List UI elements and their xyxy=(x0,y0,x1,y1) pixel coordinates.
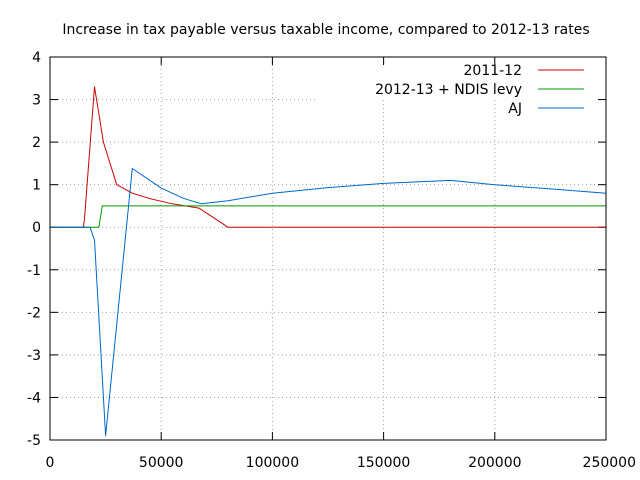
x-tick-label: 150000 xyxy=(357,455,410,471)
x-axis: 0 50000 100000 150000 200000 250000 xyxy=(46,57,636,471)
series-line-1 xyxy=(50,205,606,228)
y-tick-label: 1 xyxy=(32,178,41,194)
x-tick-label: 100000 xyxy=(246,455,299,471)
y-tick-label: 2 xyxy=(32,135,41,151)
x-tick-label: 50000 xyxy=(139,455,184,471)
legend: 2011-12 2012-13 + NDIS levy AJ xyxy=(375,63,584,117)
x-tick-label: 0 xyxy=(46,455,55,471)
series-line-2 xyxy=(50,168,607,437)
legend-label: 2011-12 xyxy=(464,63,523,79)
series-line-0 xyxy=(50,86,606,228)
y-tick-label: 4 xyxy=(32,50,41,66)
y-tick-label: -2 xyxy=(27,305,41,321)
x-tick-label: 200000 xyxy=(468,455,521,471)
plot-frame xyxy=(49,56,607,441)
x-tick-label: 250000 xyxy=(583,455,636,471)
legend-label: AJ xyxy=(508,101,522,117)
y-tick-label: 0 xyxy=(32,220,41,236)
series-group xyxy=(50,86,607,437)
y-tick-label: -4 xyxy=(27,390,41,406)
chart-title: Increase in tax payable versus taxable i… xyxy=(62,22,589,38)
y-tick-label: -3 xyxy=(27,348,41,364)
y-tick-label: -1 xyxy=(27,263,41,279)
grid xyxy=(50,57,606,440)
legend-label: 2012-13 + NDIS levy xyxy=(375,82,522,98)
y-tick-label: -5 xyxy=(27,433,41,449)
y-tick-label: 3 xyxy=(32,93,41,109)
